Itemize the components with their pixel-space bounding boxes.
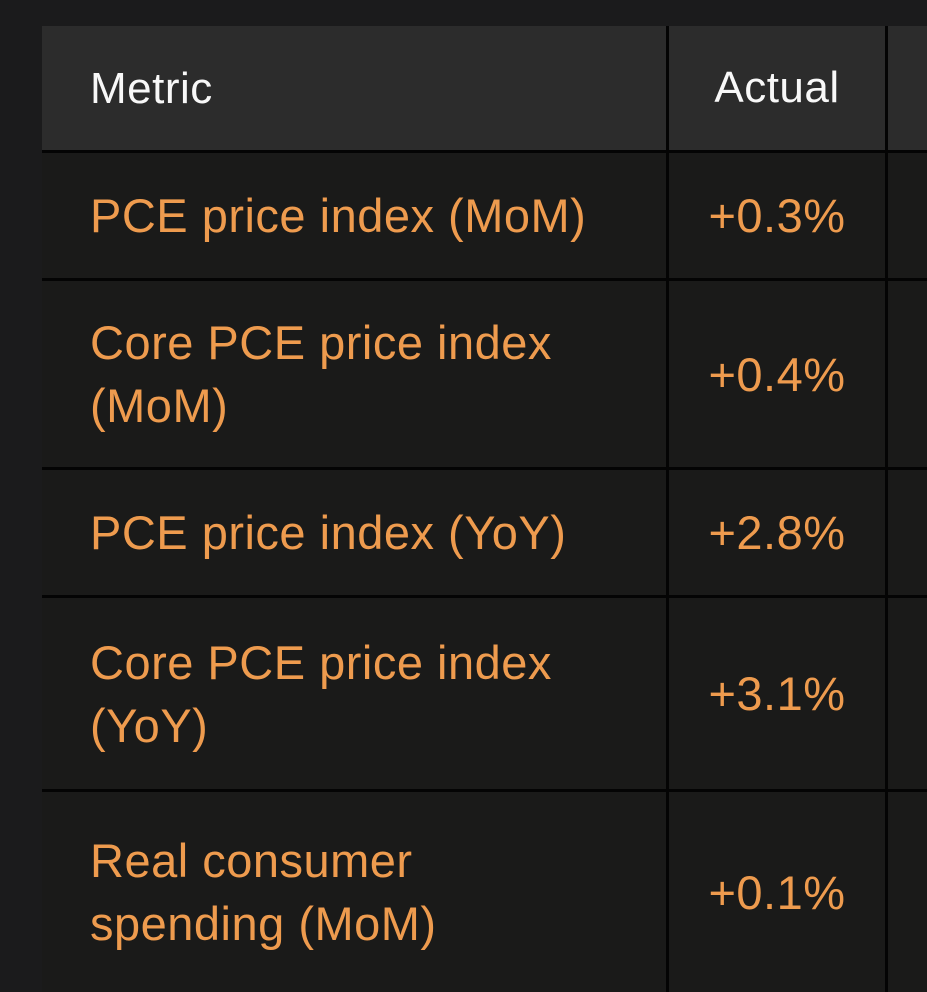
- actual-value: +2.8%: [669, 470, 885, 595]
- metric-label: PCE price index (YoY): [42, 470, 666, 595]
- table-row: Core PCE price index (YoY) +3.1%: [42, 598, 927, 789]
- metric-label: Core PCE price index (YoY): [42, 598, 666, 789]
- cropped-cell: [888, 470, 927, 595]
- table-row: Core PCE price index (MoM) +0.4%: [42, 281, 927, 467]
- metric-label: Real consumer spending (MoM): [42, 792, 666, 992]
- actual-value: +0.1%: [669, 792, 885, 992]
- table-header-row: Metric Actual: [42, 26, 927, 150]
- cropped-cell: [888, 598, 927, 789]
- metric-label: Core PCE price index (MoM): [42, 281, 666, 467]
- column-header-cropped: [888, 26, 927, 150]
- app-screen: { "table": { "columns": [ { "label": "Me…: [42, 26, 927, 992]
- table-row: Real consumer spending (MoM) +0.1%: [42, 792, 927, 992]
- cropped-cell: [888, 281, 927, 467]
- table-row: PCE price index (YoY) +2.8%: [42, 470, 927, 595]
- metric-label: PCE price index (MoM): [42, 153, 666, 278]
- actual-value: +0.4%: [669, 281, 885, 467]
- economic-metrics-table: Metric Actual PCE price index (MoM) +0.3…: [42, 26, 927, 992]
- cropped-cell: [888, 153, 927, 278]
- column-header-metric: Metric: [42, 26, 666, 150]
- column-header-actual: Actual: [669, 26, 885, 150]
- actual-value: +0.3%: [669, 153, 885, 278]
- table-row: PCE price index (MoM) +0.3%: [42, 153, 927, 278]
- cropped-cell: [888, 792, 927, 992]
- actual-value: +3.1%: [669, 598, 885, 789]
